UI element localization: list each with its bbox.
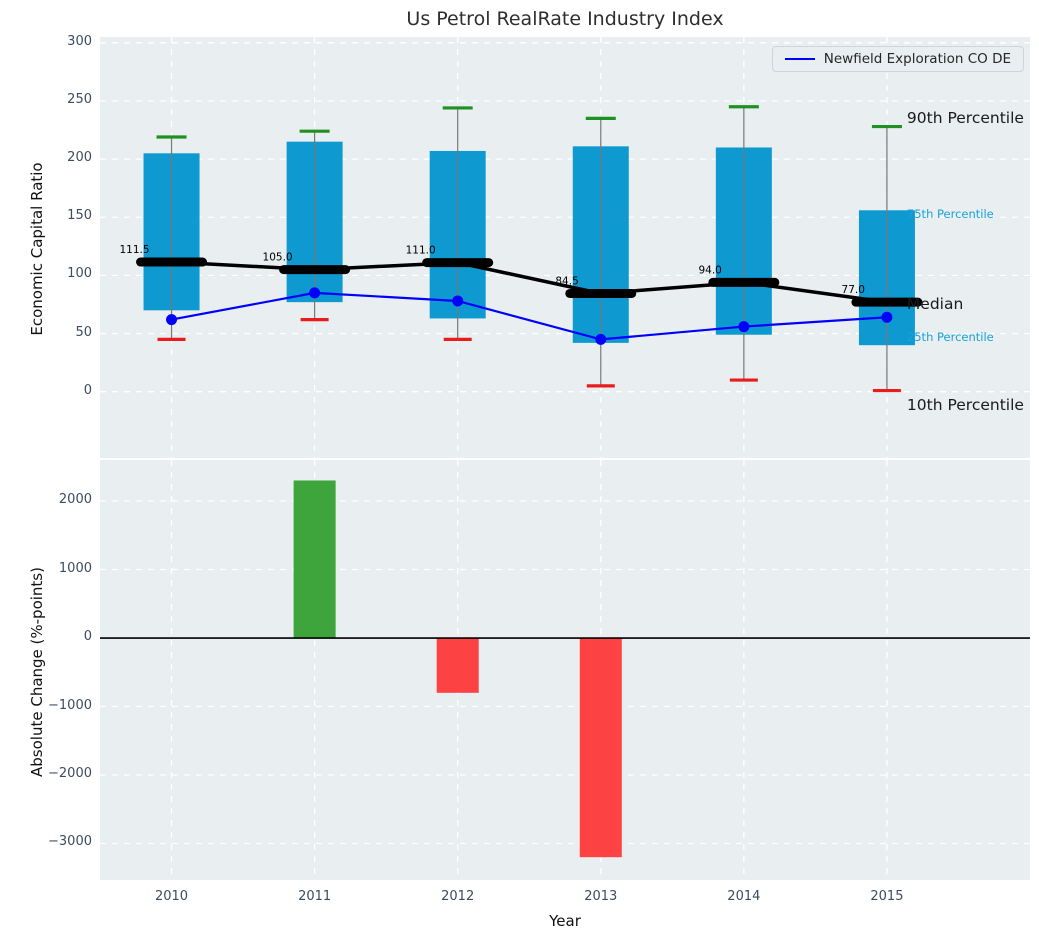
x-tick-label: 2013 (584, 889, 618, 904)
y-tick-label-top: 200 (67, 150, 92, 166)
annotation-25th-percentile: 25th Percentile (906, 330, 994, 345)
y-tick-label-bottom: −3000 (48, 834, 92, 850)
annotation-90th-percentile: 90th Percentile (906, 108, 1024, 127)
median-value-label: 111.5 (119, 244, 149, 256)
median-value-label: 105.0 (263, 252, 293, 264)
y-tick-label-top: 250 (67, 91, 92, 107)
barchart-canvas (100, 460, 1030, 880)
y-tick-label-bottom: −1000 (48, 697, 92, 713)
boxplot-canvas: 111.5 105.0 111.0 84.5 94.0 77.0 (100, 37, 1030, 458)
x-tick-label: 2012 (441, 889, 475, 904)
annotation-median: Median (906, 295, 964, 314)
annotation-75th-percentile: 75th Percentile (906, 207, 994, 222)
y-axis-label-bottom: Absolute Change (%-points) (28, 567, 46, 777)
x-tick-label: 2010 (154, 889, 189, 904)
y-tick-label-top: 150 (67, 208, 92, 224)
x-axis-label: Year (549, 912, 581, 930)
x-tick-label: 2011 (298, 889, 332, 904)
y-tick-label-bottom: 0 (83, 629, 92, 644)
legend-line-sample (784, 58, 815, 60)
median-value-label: 77.0 (842, 284, 865, 296)
chart-title: Us Petrol RealRate Industry Index (406, 8, 724, 30)
y-tick-label-bottom: 2000 (58, 492, 92, 508)
bottom-axes (100, 460, 1030, 880)
x-tick-label: 2014 (727, 889, 761, 904)
annotation-10th-percentile: 10th Percentile (906, 395, 1024, 414)
median-value-label: 94.0 (698, 264, 721, 276)
y-axis-label-top: Economic Capital Ratio (28, 162, 46, 336)
y-tick-label-top: 0 (83, 382, 92, 398)
median-value-label: 84.5 (555, 275, 578, 287)
legend-label: Newfield Exploration CO DE (823, 51, 1011, 67)
y-tick-label-top: 50 (75, 324, 92, 340)
y-tick-label-bottom: −2000 (48, 766, 92, 781)
y-tick-label-top: 300 (67, 33, 92, 49)
y-tick-label-bottom: 1000 (58, 560, 92, 576)
median-value-label: 111.0 (406, 245, 436, 257)
x-tick-label: 2015 (870, 889, 904, 904)
legend: Newfield Exploration CO DE (771, 46, 1024, 72)
top-axes: 111.5 105.0 111.0 84.5 94.0 77.0 Newfield Exp… (100, 37, 1030, 458)
y-tick-label-top: 100 (67, 266, 92, 282)
